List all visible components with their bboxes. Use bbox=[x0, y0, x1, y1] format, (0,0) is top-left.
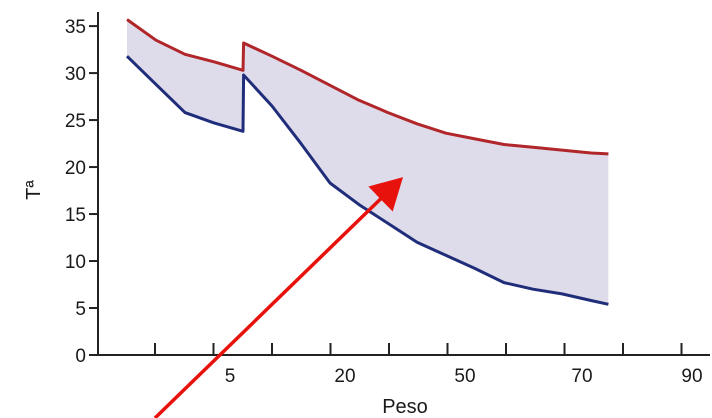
series-layer bbox=[125, 18, 609, 306]
y-tick-label: 0 bbox=[75, 346, 86, 367]
y-tick-label: 30 bbox=[65, 64, 86, 85]
series-line-upper bbox=[126, 18, 609, 156]
y-tick-label: 5 bbox=[75, 299, 86, 320]
y-tick-label: 20 bbox=[65, 158, 86, 179]
x-tick-label: 5 bbox=[225, 366, 236, 387]
shaded-band bbox=[127, 19, 609, 305]
x-tick-label: 20 bbox=[334, 366, 355, 387]
x-tick-label: 90 bbox=[681, 366, 702, 387]
series-line-lower bbox=[125, 55, 609, 306]
annotation-arrow bbox=[153, 177, 404, 418]
y-tick-label: 25 bbox=[65, 111, 86, 132]
x-tick-label: 50 bbox=[454, 366, 475, 387]
y-tick-label: 35 bbox=[65, 17, 86, 38]
y-tick-label: 15 bbox=[65, 205, 86, 226]
shaded-band-layer bbox=[127, 19, 609, 305]
axis-layer: 0 5 10 15 20 25 30 35 5 20 50 70 90 bbox=[65, 12, 710, 387]
x-axis-label: Peso bbox=[382, 396, 428, 418]
y-tick-label: 10 bbox=[65, 252, 86, 273]
x-tick-label: 70 bbox=[571, 366, 592, 387]
y-axis-label: Tª bbox=[23, 180, 45, 200]
